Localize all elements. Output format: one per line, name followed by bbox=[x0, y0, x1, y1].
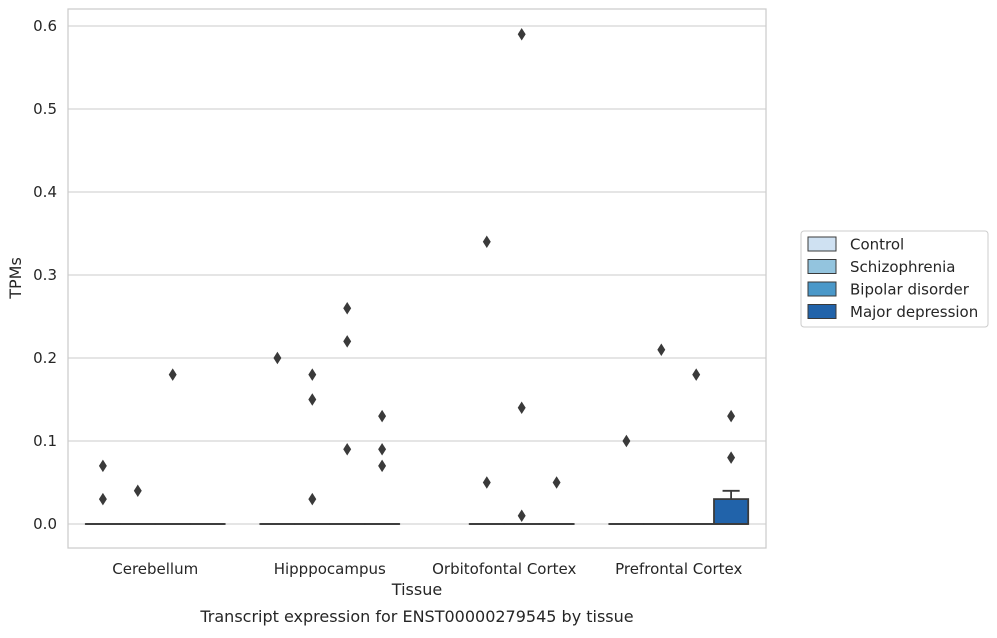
box-layer bbox=[86, 491, 748, 524]
outlier-point bbox=[134, 485, 141, 496]
outlier-point bbox=[518, 29, 525, 40]
legend-label: Major depression bbox=[850, 303, 978, 321]
outlier-point bbox=[99, 494, 106, 505]
outlier-point bbox=[658, 344, 665, 355]
outlier-point bbox=[483, 236, 490, 247]
legend-swatch bbox=[808, 282, 836, 296]
y-axis-label: TPMs bbox=[6, 257, 25, 300]
outlier-point bbox=[309, 494, 316, 505]
outlier-point bbox=[344, 444, 351, 455]
y-tick-label: 0.5 bbox=[33, 100, 57, 118]
y-tick-label: 0.1 bbox=[33, 432, 57, 450]
outlier-point bbox=[169, 369, 176, 380]
outlier-point bbox=[379, 444, 386, 455]
outlier-point bbox=[728, 411, 735, 422]
legend-label: Control bbox=[850, 236, 904, 254]
legend-label: Bipolar disorder bbox=[850, 281, 970, 299]
x-axis-label: Tissue bbox=[391, 580, 442, 599]
legend-swatch bbox=[808, 237, 836, 251]
grid-layer bbox=[68, 26, 766, 524]
outlier-point bbox=[483, 477, 490, 488]
outlier-point bbox=[518, 402, 525, 413]
outlier-point bbox=[693, 369, 700, 380]
legend-swatch bbox=[808, 305, 836, 319]
outlier-point bbox=[309, 369, 316, 380]
outlier-point bbox=[99, 460, 106, 471]
y-tick-label: 0.2 bbox=[33, 349, 57, 367]
outlier-point bbox=[553, 477, 560, 488]
y-tick-labels: 0.0 0.1 0.2 0.3 0.4 0.5 0.6 bbox=[33, 17, 57, 533]
plot-frame bbox=[68, 9, 766, 548]
outlier-point bbox=[379, 411, 386, 422]
chart-caption: Transcript expression for ENST0000027954… bbox=[199, 607, 633, 626]
outlier-point bbox=[623, 436, 630, 447]
outlier-point bbox=[309, 394, 316, 405]
x-tick-labels: Cerebellum Hipppocampus Orbitofontal Corte… bbox=[112, 560, 742, 578]
x-tick-label: Prefrontal Cortex bbox=[615, 560, 742, 578]
box bbox=[714, 499, 748, 524]
y-tick-label: 0.4 bbox=[33, 183, 57, 201]
x-tick-label: Cerebellum bbox=[112, 560, 198, 578]
x-tick-label: Orbitofontal Cortex bbox=[432, 560, 576, 578]
outlier-point bbox=[274, 353, 281, 364]
outlier-point bbox=[344, 336, 351, 347]
legend: Control Schizophrenia Bipolar disorder Majo… bbox=[801, 231, 988, 327]
x-tick-label: Hipppocampus bbox=[274, 560, 386, 578]
y-tick-label: 0.0 bbox=[33, 515, 57, 533]
outlier-point bbox=[379, 460, 386, 471]
legend-label: Schizophrenia bbox=[850, 258, 955, 276]
outlier-point bbox=[518, 510, 525, 521]
outlier-point bbox=[344, 303, 351, 314]
outlier-point bbox=[728, 452, 735, 463]
legend-swatch bbox=[808, 260, 836, 274]
y-tick-label: 0.3 bbox=[33, 266, 57, 284]
y-tick-label: 0.6 bbox=[33, 17, 57, 35]
